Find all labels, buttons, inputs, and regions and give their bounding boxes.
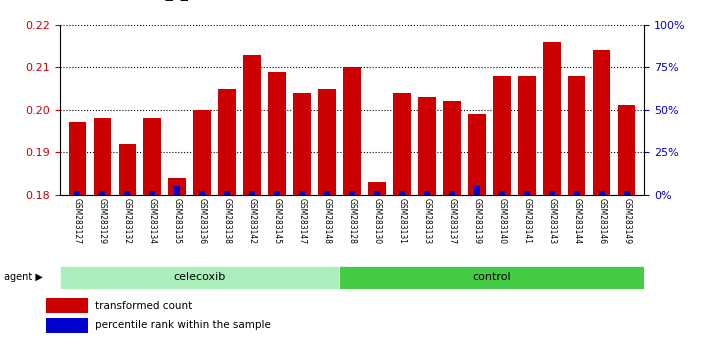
Bar [518,76,536,195]
Text: GSM283146: GSM283146 [597,198,606,244]
Text: GSM283147: GSM283147 [298,198,306,244]
Text: GSM283136: GSM283136 [198,198,207,244]
Text: GSM283139: GSM283139 [472,198,482,244]
Bar [249,191,255,195]
Text: celecoxib: celecoxib [173,272,226,282]
Text: GSM283135: GSM283135 [172,198,182,244]
Bar [524,191,530,195]
Text: GSM283137: GSM283137 [447,198,456,244]
Bar [344,67,360,195]
Text: agent ▶: agent ▶ [4,272,42,282]
Text: GSM283144: GSM283144 [572,198,582,244]
Bar [468,114,486,195]
Bar [244,55,261,195]
Bar [99,191,106,195]
Bar [443,101,460,195]
Bar [568,76,586,195]
Bar [624,191,630,195]
Bar [46,318,88,333]
Text: GSM283132: GSM283132 [122,198,132,244]
Bar [174,186,180,195]
Bar [194,110,211,195]
Text: GSM283143: GSM283143 [547,198,556,244]
Bar [268,72,286,195]
Bar [498,191,505,195]
Bar [349,191,355,195]
Text: GSM283129: GSM283129 [98,198,107,244]
Text: GSM283140: GSM283140 [497,198,506,244]
Bar [318,88,336,195]
Text: GSM283131: GSM283131 [398,198,406,244]
Bar [399,191,405,195]
Bar [339,266,644,289]
Bar [598,191,605,195]
Bar [449,191,455,195]
Bar [74,191,80,195]
Bar [324,191,330,195]
Text: GSM283134: GSM283134 [148,198,157,244]
Bar [618,105,636,195]
Bar [60,266,339,289]
Text: transformed count: transformed count [95,301,192,311]
Bar [368,182,386,195]
Text: GSM283141: GSM283141 [522,198,532,244]
Bar [199,191,206,195]
Text: GSM283133: GSM283133 [422,198,432,244]
Bar [424,191,430,195]
Bar [274,191,280,195]
Bar [224,191,230,195]
Bar [474,186,480,195]
Bar [574,191,580,195]
Text: GSM283148: GSM283148 [322,198,332,244]
Bar [294,93,310,195]
Text: GSM283142: GSM283142 [248,198,257,244]
Bar [374,191,380,195]
Bar [418,97,436,195]
Bar [548,191,555,195]
Bar [493,76,510,195]
Text: GSM283138: GSM283138 [222,198,232,244]
Text: control: control [472,272,511,282]
Bar [118,144,136,195]
Bar [218,88,236,195]
Bar [144,118,161,195]
Bar [394,93,410,195]
Text: GSM283128: GSM283128 [348,198,356,244]
Text: GSM283145: GSM283145 [272,198,282,244]
Text: GSM283130: GSM283130 [372,198,382,244]
Text: percentile rank within the sample: percentile rank within the sample [95,320,271,330]
Bar [593,50,610,195]
Bar [68,122,86,195]
Bar [46,298,88,313]
Bar [168,178,186,195]
Bar [543,42,560,195]
Bar [299,191,305,195]
Bar [124,191,130,195]
Text: GSM283149: GSM283149 [622,198,631,244]
Bar [149,191,156,195]
Text: GSM283127: GSM283127 [73,198,82,244]
Bar [94,118,111,195]
